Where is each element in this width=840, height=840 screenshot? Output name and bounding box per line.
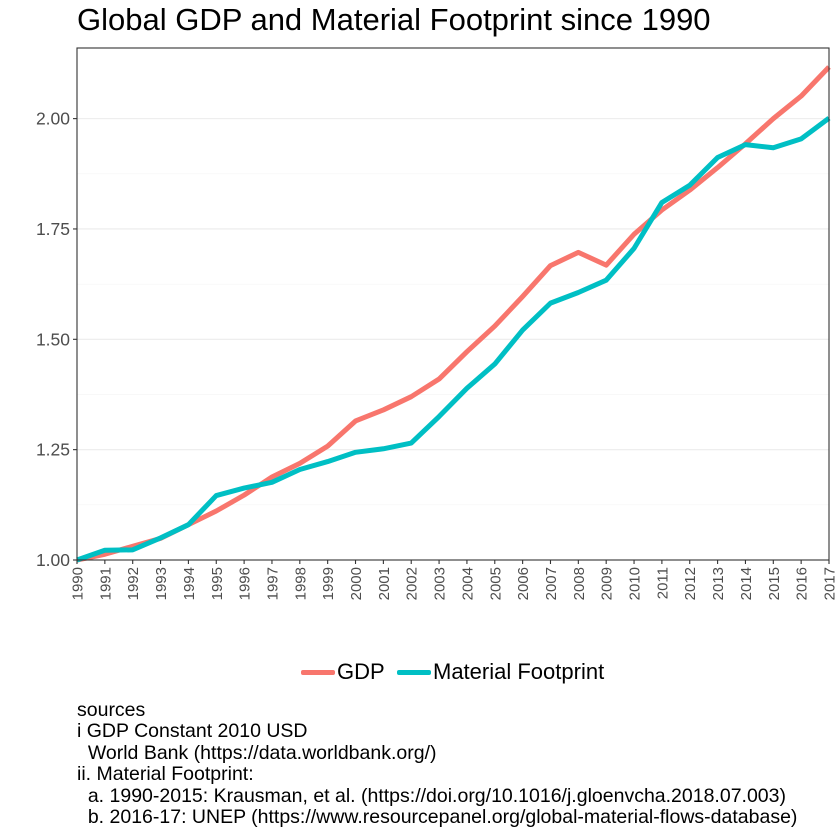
legend-key	[301, 669, 335, 675]
x-tick-label: 2001	[376, 567, 393, 600]
y-tick-label: 2.00	[36, 109, 70, 129]
y-tick-label: 1.00	[36, 550, 70, 570]
x-tick-label: 2004	[459, 567, 476, 600]
x-tick-label: 2015	[766, 567, 783, 600]
sources-line: ii. Material Footprint:	[77, 763, 254, 786]
x-tick-label: 2002	[404, 567, 421, 600]
x-tick-label: 1999	[320, 567, 337, 600]
x-tick-label: 1992	[125, 567, 142, 600]
plot-panel	[77, 48, 829, 560]
legend-key	[397, 669, 431, 675]
legend: GDP Material Footprint	[0, 656, 840, 688]
series-line-material-footprint	[76, 116, 831, 563]
x-tick-label: 2007	[543, 567, 560, 600]
x-tick-label: 2011	[654, 567, 671, 599]
x-tick-label: 2009	[599, 567, 616, 600]
sources-line: i GDP Constant 2010 USD	[77, 720, 308, 743]
y-tick-label: 1.25	[36, 440, 70, 460]
series-line-gdp	[76, 65, 831, 563]
x-tick-label: 1996	[237, 567, 254, 600]
x-tick-label: 1997	[264, 567, 281, 600]
x-tick-label: 1995	[209, 567, 226, 600]
x-tick-label: 1998	[292, 567, 309, 600]
legend-entry: Material Footprint	[397, 656, 604, 688]
x-tick-label: 2000	[348, 567, 365, 600]
x-tick-label: 2003	[432, 567, 449, 600]
chart-title: Global GDP and Material Footprint since …	[77, 2, 711, 37]
x-tick-label: 1991	[97, 567, 114, 600]
y-tick-label: 1.75	[36, 219, 70, 239]
x-tick-label: 2005	[487, 567, 504, 600]
x-tick-label: 2010	[627, 567, 644, 600]
legend-label: Material Footprint	[433, 659, 605, 684]
x-tick-label: 2014	[738, 567, 755, 600]
line-chart: 1.00 1.25 1.50 1.75 2.00 1990 1991 1992 1993 1994…	[36, 47, 839, 600]
x-tick-label: 1993	[153, 567, 170, 600]
plot-border	[76, 47, 830, 561]
legend-entry: GDP	[301, 656, 385, 688]
x-tick-label: 1994	[181, 567, 198, 600]
sources-line: sources	[77, 699, 146, 721]
y-tick-label: 1.50	[36, 329, 70, 349]
legend-label: GDP	[337, 659, 385, 684]
x-tick-label: 2012	[682, 567, 699, 600]
x-tick-label: 2008	[571, 567, 588, 600]
sources-line: World Bank (https://data.worldbank.org/)	[77, 741, 437, 764]
sources-line: b. 2016-17: UNEP (https://www.resourcepa…	[77, 806, 798, 829]
sources-caption: sources i GDP Constant 2010 USD World Ba…	[77, 699, 798, 829]
x-tick-label: 2016	[794, 567, 811, 600]
x-tick-label: 2006	[515, 567, 532, 600]
sources-line: a. 1990-2015: Krausman, et al. (https://…	[77, 784, 786, 807]
x-tick-label: 2013	[710, 567, 727, 600]
x-tick-label: 1990	[70, 567, 87, 600]
x-tick-label: 2017	[822, 567, 839, 600]
